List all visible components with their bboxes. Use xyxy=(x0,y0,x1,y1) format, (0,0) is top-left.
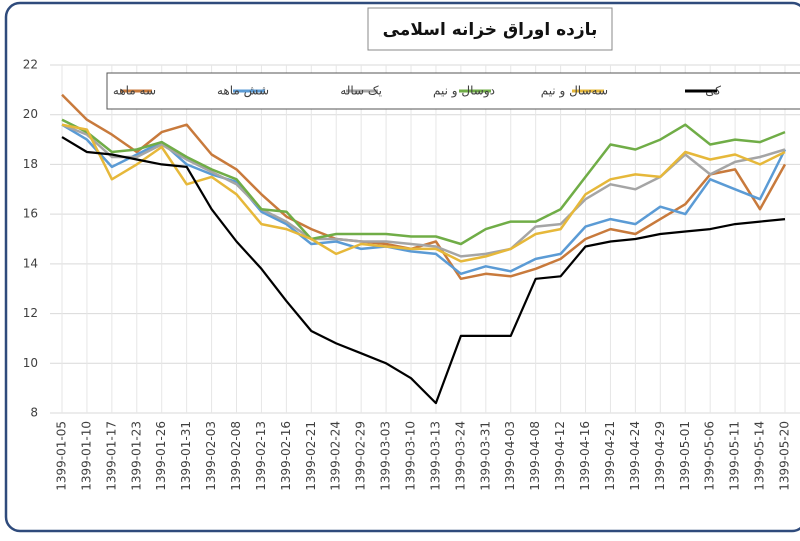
x-tick-label: 1399-01-10 xyxy=(79,421,93,491)
frame xyxy=(4,1,800,533)
legend-label: شش ماهه xyxy=(217,84,269,99)
x-tick-label: 1399-03-10 xyxy=(404,421,418,491)
legend-label: کی xyxy=(705,84,721,98)
x-tick-label: 1399-03-03 xyxy=(379,421,393,491)
series-line xyxy=(61,136,786,405)
y-tick-label: 10 xyxy=(23,356,38,370)
y-tick-label: 12 xyxy=(23,306,38,320)
x-tick-label: 1399-01-31 xyxy=(179,421,193,491)
plot: 8 10 12 14 16 18 20 22 1399-01-05 1399-01-10 1399-… xyxy=(23,58,800,491)
legend-label: سه‌سال و نیم xyxy=(541,84,608,99)
x-tick-label: 1399-03-24 xyxy=(453,421,467,491)
title-box xyxy=(367,7,613,51)
y-tick-label: 22 xyxy=(23,58,38,72)
x-tick-label: 1399-04-03 xyxy=(503,421,517,491)
x-tick-label: 1399-04-29 xyxy=(653,421,667,491)
x-tick-label: 1399-05-20 xyxy=(777,421,791,491)
x-tick-label: 1399-04-16 xyxy=(578,421,592,491)
x-tick-label: 1399-05-06 xyxy=(703,421,717,491)
x-tick-label: 1399-02-24 xyxy=(329,421,343,491)
x-tick-label: 1399-02-08 xyxy=(229,421,243,491)
x-tick-label: 1399-01-17 xyxy=(104,421,118,491)
x-tick-label: 1399-01-23 xyxy=(129,421,143,491)
x-tick-label: 1399-02-03 xyxy=(204,421,218,491)
chart-title: بازده اوراق خزانه اسلامی xyxy=(383,20,598,40)
x-tick-label: 1399-04-21 xyxy=(603,421,617,491)
legend-label: یک ساله xyxy=(340,84,382,98)
y-tick-label: 18 xyxy=(23,157,38,171)
x-tick-label: 1399-04-12 xyxy=(553,421,567,491)
x-tick-label: 1399-05-11 xyxy=(728,421,742,491)
x-tick-label: 1399-05-14 xyxy=(753,421,767,491)
x-tick-label: 1399-02-29 xyxy=(354,421,368,491)
y-tick-label: 8 xyxy=(30,406,38,420)
x-tick-label: 1399-02-13 xyxy=(254,421,268,491)
series-line xyxy=(61,123,786,263)
legend-label: سه ماهه xyxy=(113,84,156,98)
y-tick-label: 14 xyxy=(23,256,38,270)
series-line xyxy=(61,123,787,276)
x-tick-label: 1399-01-05 xyxy=(55,421,69,491)
x-tick-label: 1399-02-21 xyxy=(304,421,318,491)
y-tick-label: 20 xyxy=(23,107,38,121)
series-line xyxy=(61,118,786,246)
legend-label: دوسال و نیم xyxy=(433,84,495,99)
x-tick-label: 1399-02-16 xyxy=(279,421,293,491)
x-tick-label: 1399-01-26 xyxy=(154,421,168,491)
x-tick-label: 1399-03-13 xyxy=(428,421,442,491)
x-tick-label: 1399-04-24 xyxy=(628,421,642,491)
legend: سه ماهه شش ماهه یک ساله دوسال و نیم سه‌سال و… xyxy=(113,84,721,99)
legend-box xyxy=(106,72,800,110)
x-tick-label: 1399-05-01 xyxy=(678,421,692,491)
x-tick-label: 1399-04-08 xyxy=(528,421,542,491)
x-tick-label: 1399-03-31 xyxy=(478,421,492,491)
y-tick-label: 16 xyxy=(23,207,38,221)
